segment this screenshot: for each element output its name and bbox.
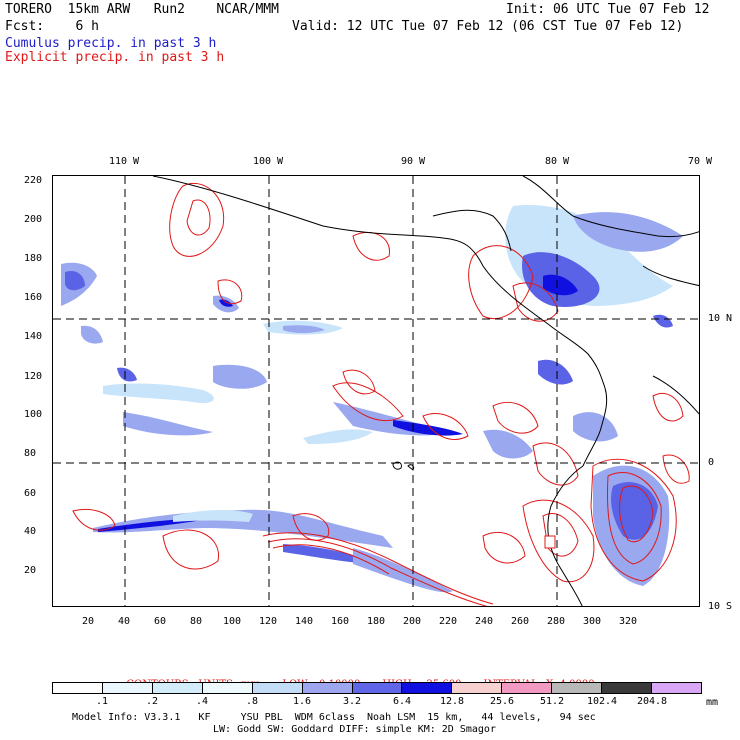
colorbar-bin-label: .1 xyxy=(95,696,109,707)
bottom-tick: 140 xyxy=(294,616,314,627)
colorbar-unit: mm xyxy=(706,697,719,708)
cumulus-precip-areas xyxy=(61,205,683,593)
left-tick: 140 xyxy=(24,331,43,342)
bottom-tick: 320 xyxy=(618,616,638,627)
cumulus-label: Cumulus precip. in past 3 h xyxy=(5,36,217,51)
bottom-tick: 180 xyxy=(366,616,386,627)
bottom-tick: 260 xyxy=(510,616,530,627)
right-tick-equator: 0 xyxy=(708,457,715,468)
top-tick-100w: 100 W xyxy=(252,156,284,167)
colorbar-bin-label: 51.2 xyxy=(539,696,565,707)
explicit-label: Explicit precip. in past 3 h xyxy=(5,50,225,65)
colorbar-bin-label: 12.8 xyxy=(439,696,465,707)
right-tick-10s: 10 S xyxy=(708,601,733,612)
left-tick: 80 xyxy=(24,448,37,459)
valid-time: Valid: 12 UTC Tue 07 Feb 12 (06 CST Tue … xyxy=(292,19,684,34)
top-tick-110w: 110 W xyxy=(108,156,140,167)
left-tick: 220 xyxy=(24,175,43,186)
left-tick: 180 xyxy=(24,253,43,264)
bottom-tick: 60 xyxy=(153,616,167,627)
colorbar-bin-label: 25.6 xyxy=(489,696,515,707)
run-title: TORERO 15km ARW Run2 NCAR/MMM xyxy=(5,2,279,17)
colorbar-swatch xyxy=(202,683,253,693)
colorbar-swatch xyxy=(452,683,503,693)
left-tick: 20 xyxy=(24,565,37,576)
bottom-tick: 240 xyxy=(474,616,494,627)
colorbar-swatch xyxy=(402,683,453,693)
precip-colorbar xyxy=(52,682,702,694)
model-physics: LW: Godd SW: Goddard DIFF: simple KM: 2D… xyxy=(213,724,496,735)
bottom-tick: 220 xyxy=(438,616,458,627)
right-tick-10n: 10 N xyxy=(708,313,733,324)
colorbar-swatch xyxy=(53,683,103,693)
colorbar-swatch xyxy=(502,683,553,693)
colorbar-swatch xyxy=(552,683,603,693)
colorbar-bin-label: .2 xyxy=(145,696,159,707)
model-info: Model Info: V3.3.1 KF YSU PBL WDM 6class… xyxy=(72,712,596,723)
left-tick: 120 xyxy=(24,371,43,382)
left-tick: 60 xyxy=(24,488,37,499)
bottom-tick: 100 xyxy=(222,616,242,627)
lat-lon-grid xyxy=(53,176,699,606)
colorbar-bin-label: 1.6 xyxy=(292,696,312,707)
left-tick: 100 xyxy=(24,409,43,420)
colorbar-swatch xyxy=(352,683,403,693)
explicit-precip-contours xyxy=(72,182,690,606)
top-tick-70w: 70 W xyxy=(687,156,713,167)
bottom-tick: 120 xyxy=(258,616,278,627)
top-tick-90w: 90 W xyxy=(400,156,426,167)
top-tick-80w: 80 W xyxy=(544,156,570,167)
bottom-tick: 40 xyxy=(117,616,131,627)
colorbar-swatch xyxy=(102,683,153,693)
colorbar-bin-label: .4 xyxy=(195,696,209,707)
precip-map xyxy=(52,175,700,607)
init-time: Init: 06 UTC Tue 07 Feb 12 xyxy=(506,2,710,17)
colorbar-swatch xyxy=(302,683,353,693)
colorbar-swatch xyxy=(652,683,701,693)
colorbar-bin-label: .8 xyxy=(245,696,259,707)
colorbar-swatch xyxy=(152,683,203,693)
left-tick: 160 xyxy=(24,292,43,303)
colorbar-swatch xyxy=(602,683,653,693)
forecast-hour: Fcst: 6 h xyxy=(5,19,99,34)
colorbar-bin-label: 3.2 xyxy=(342,696,362,707)
left-tick: 40 xyxy=(24,526,37,537)
bottom-tick: 20 xyxy=(81,616,95,627)
colorbar-swatch xyxy=(252,683,303,693)
bottom-tick: 200 xyxy=(402,616,422,627)
colorbar-bin-label: 102.4 xyxy=(586,696,618,707)
bottom-tick: 80 xyxy=(189,616,203,627)
colorbar-bin-label: 204.8 xyxy=(636,696,668,707)
bottom-tick: 280 xyxy=(546,616,566,627)
bottom-tick: 160 xyxy=(330,616,350,627)
bottom-tick: 300 xyxy=(582,616,602,627)
max-marker xyxy=(544,535,556,549)
left-tick: 200 xyxy=(24,214,43,225)
colorbar-bin-label: 6.4 xyxy=(392,696,412,707)
